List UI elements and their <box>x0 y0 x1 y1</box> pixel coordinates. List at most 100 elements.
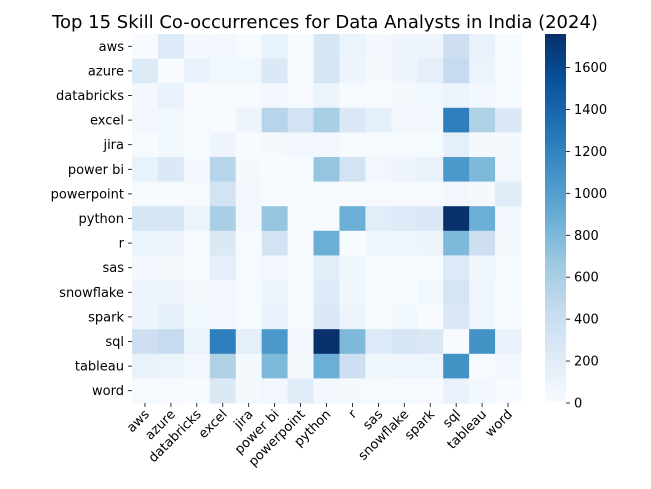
heatmap-cell-excel-tableau <box>469 107 496 133</box>
heatmap-cell-jira-tableau <box>469 132 496 158</box>
heatmap-cell-r-spark <box>417 230 444 256</box>
y-tick-label: python <box>79 212 124 227</box>
heatmap-cell-jira-snowflake <box>391 132 418 158</box>
heatmap-cell-powerpoint-jira <box>235 181 263 207</box>
heatmap-cell-jira-r <box>339 132 366 158</box>
heatmap-cell-tableau-power-bi <box>261 353 289 379</box>
heatmap-cell-azure-spark <box>417 58 444 84</box>
heatmap-cell-sas-databricks <box>183 255 211 281</box>
heatmap-cell-r-snowflake <box>391 230 418 256</box>
heatmap-cell-r-excel <box>209 230 237 256</box>
heatmap-cell-sql-tableau <box>469 329 496 355</box>
heatmap-cell-word-python <box>313 378 341 404</box>
heatmap-cell-azure-snowflake <box>391 58 418 84</box>
heatmap-cell-databricks-databricks <box>183 83 211 109</box>
heatmap-cell-excel-word <box>495 107 522 133</box>
heatmap-cell-spark-databricks <box>183 304 211 330</box>
heatmap-cell-sas-powerpoint <box>287 255 315 281</box>
heatmap-cell-power-bi-excel <box>209 157 237 183</box>
x-tick-label: excel <box>196 407 231 442</box>
heatmap-cell-snowflake-tableau <box>469 280 496 306</box>
heatmap-cell-sas-spark <box>417 255 444 281</box>
heatmap-cell-python-tableau <box>469 206 496 232</box>
heatmap-cell-excel-r <box>339 107 366 133</box>
heatmap-cell-databricks-r <box>339 83 366 109</box>
heatmap-cell-snowflake-snowflake <box>391 280 418 306</box>
y-tick-label: sql <box>105 335 124 350</box>
heatmap-cell-word-jira <box>235 378 263 404</box>
y-tick-label: excel <box>90 114 124 129</box>
heatmap-cell-spark-r <box>339 304 366 330</box>
heatmap-cell-r-word <box>495 230 522 256</box>
heatmap-cell-sas-power-bi <box>261 255 289 281</box>
heatmap-cell-sas-sas <box>365 255 392 281</box>
heatmap-cell-python-sas <box>365 206 392 232</box>
heatmap-cell-python-r <box>339 206 366 232</box>
heatmap-cell-databricks-power-bi <box>261 83 289 109</box>
heatmap-cell-sas-tableau <box>469 255 496 281</box>
heatmap-cell-azure-aws <box>132 58 159 84</box>
heatmap-cell-power-bi-sql <box>443 157 470 183</box>
heatmap-cell-sql-sql <box>443 329 470 355</box>
heatmap-cell-sas-jira <box>235 255 263 281</box>
y-tick-label: powerpoint <box>51 187 124 202</box>
heatmap-cell-word-powerpoint <box>287 378 315 404</box>
heatmap-cell-databricks-excel <box>209 83 237 109</box>
heatmap-cell-databricks-sql <box>443 83 470 109</box>
heatmap-cell-sas-excel <box>209 255 237 281</box>
heatmap-cell-r-jira <box>235 230 263 256</box>
heatmap-cell-databricks-word <box>495 83 522 109</box>
heatmap-cell-word-r <box>339 378 366 404</box>
heatmap-cell-sql-aws <box>132 329 159 355</box>
heatmap-cell-azure-jira <box>235 58 263 84</box>
heatmap-cell-jira-sql <box>443 132 470 158</box>
heatmap-cell-aws-tableau <box>469 34 496 60</box>
heatmap-cell-aws-powerpoint <box>287 34 315 60</box>
heatmap-cell-jira-word <box>495 132 522 158</box>
heatmap-cell-power-bi-spark <box>417 157 444 183</box>
heatmap-cell-tableau-snowflake <box>391 353 418 379</box>
heatmap-cell-power-bi-snowflake <box>391 157 418 183</box>
heatmap-cell-azure-sql <box>443 58 470 84</box>
heatmap-cell-aws-sas <box>365 34 392 60</box>
heatmap-cell-jira-python <box>313 132 341 158</box>
heatmap-cell-azure-excel <box>209 58 237 84</box>
heatmap-cell-power-bi-power-bi <box>261 157 289 183</box>
heatmap-cell-word-excel <box>209 378 237 404</box>
heatmap-cell-powerpoint-snowflake <box>391 181 418 207</box>
heatmap-cell-spark-snowflake <box>391 304 418 330</box>
heatmap-cell-snowflake-sas <box>365 280 392 306</box>
heatmap-cell-snowflake-azure <box>157 280 185 306</box>
heatmap-cell-azure-word <box>495 58 522 84</box>
heatmap-cell-word-word <box>495 378 522 404</box>
colorbar-tick-label: 600 <box>574 271 599 286</box>
heatmap-cell-python-azure <box>157 206 185 232</box>
heatmap-cell-r-python <box>313 230 341 256</box>
heatmap-cell-word-sql <box>443 378 470 404</box>
heatmap-cell-sas-r <box>339 255 366 281</box>
heatmap-cell-databricks-jira <box>235 83 263 109</box>
heatmap-cell-snowflake-word <box>495 280 522 306</box>
heatmap-cell-r-powerpoint <box>287 230 315 256</box>
heatmap-cell-spark-spark <box>417 304 444 330</box>
heatmap-cell-snowflake-databricks <box>183 280 211 306</box>
colorbar-tick-label: 1200 <box>574 145 607 160</box>
heatmap-cell-sql-python <box>313 329 341 355</box>
heatmap-cell-excel-snowflake <box>391 107 418 133</box>
heatmap-cell-aws-sql <box>443 34 470 60</box>
heatmap-cell-sas-aws <box>132 255 159 281</box>
y-tick-label: power bi <box>68 163 124 178</box>
heatmap-cell-tableau-jira <box>235 353 263 379</box>
heatmap-cell-aws-excel <box>209 34 237 60</box>
heatmap-cell-power-bi-jira <box>235 157 263 183</box>
heatmap-cell-excel-excel <box>209 107 237 133</box>
heatmap-cell-excel-powerpoint <box>287 107 315 133</box>
y-tick-label: r <box>119 237 125 252</box>
heatmap-cell-python-spark <box>417 206 444 232</box>
heatmap-cell-sql-r <box>339 329 366 355</box>
heatmap-cell-word-snowflake <box>391 378 418 404</box>
heatmap-cell-powerpoint-word <box>495 181 522 207</box>
heatmap-cell-aws-power-bi <box>261 34 289 60</box>
